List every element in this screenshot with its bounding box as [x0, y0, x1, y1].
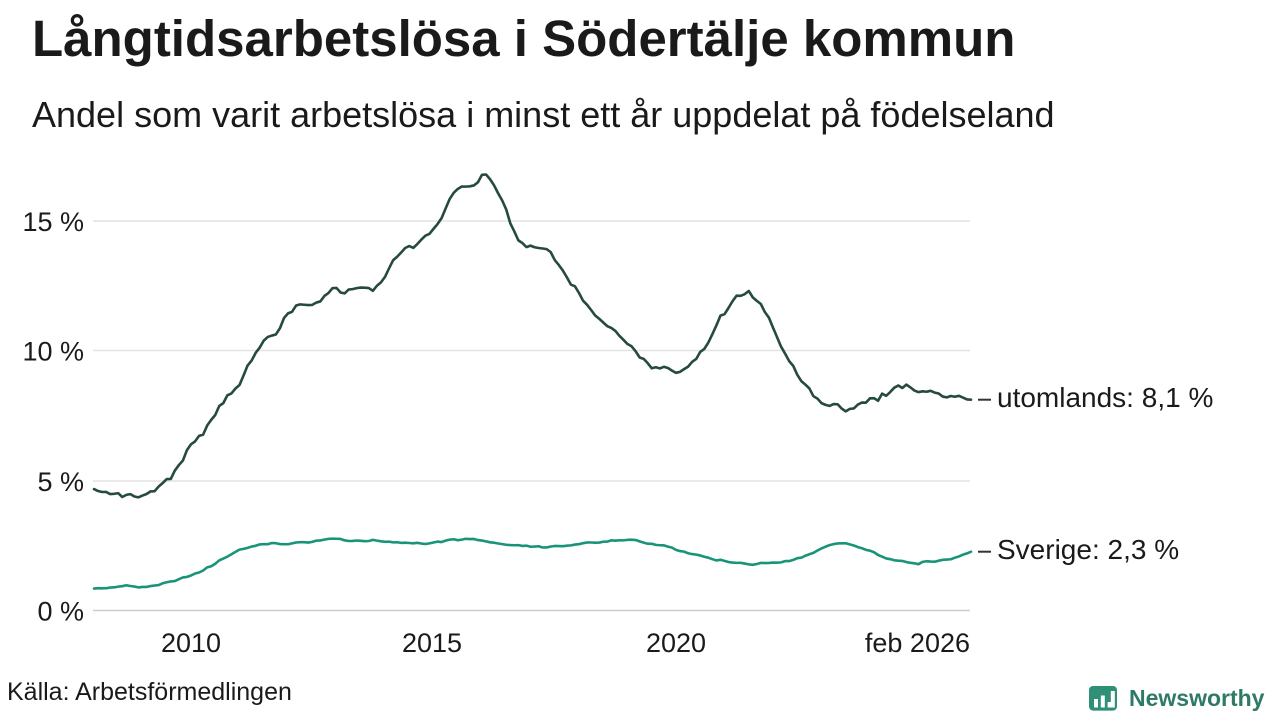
svg-text:Sverige: 2,3 %: Sverige: 2,3 %: [997, 534, 1179, 565]
svg-text:5 %: 5 %: [37, 467, 84, 497]
svg-text:15 %: 15 %: [22, 207, 84, 237]
svg-text:0 %: 0 %: [37, 597, 84, 627]
svg-text:10 %: 10 %: [22, 337, 84, 367]
svg-text:Newsworthy: Newsworthy: [1129, 685, 1265, 711]
svg-text:2020: 2020: [646, 628, 706, 658]
svg-text:2015: 2015: [402, 628, 462, 658]
svg-text:feb 2026: feb 2026: [865, 628, 970, 658]
svg-text:utomlands: 8,1 %: utomlands: 8,1 %: [997, 382, 1213, 413]
svg-text:2010: 2010: [161, 628, 221, 658]
